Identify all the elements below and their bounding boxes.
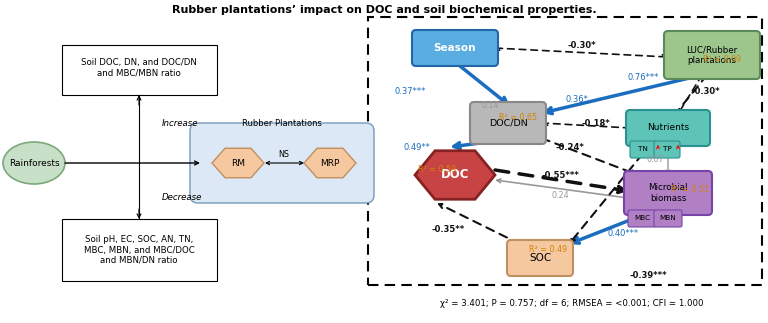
Text: SOC: SOC [529, 253, 551, 263]
Text: 0.76***: 0.76*** [628, 72, 660, 81]
Bar [62, 219, 217, 281]
Text: Decrease: Decrease [162, 193, 203, 203]
Text: MBC: MBC [634, 215, 650, 221]
FancyBboxPatch shape [626, 110, 710, 146]
Text: R² = 0.59: R² = 0.59 [418, 164, 456, 173]
FancyBboxPatch shape [470, 102, 546, 144]
Polygon shape [304, 148, 356, 178]
Text: 0.49**: 0.49** [403, 143, 430, 152]
FancyBboxPatch shape [624, 171, 712, 215]
FancyBboxPatch shape [190, 123, 374, 203]
Text: MBN: MBN [660, 215, 677, 221]
Text: RM: RM [231, 159, 245, 168]
Text: -0.30*: -0.30* [568, 41, 596, 50]
Text: 0.40***: 0.40*** [607, 228, 638, 237]
Text: R² = 0.49: R² = 0.49 [529, 245, 567, 255]
Text: -0.35**: -0.35** [432, 225, 465, 234]
Text: -0.55***: -0.55*** [541, 171, 579, 180]
Text: R² = 0.65: R² = 0.65 [499, 112, 537, 121]
FancyBboxPatch shape [507, 240, 573, 276]
Text: χ² = 3.401; P = 0.757; df = 6; RMSEA = <0.001; CFI = 1.000: χ² = 3.401; P = 0.757; df = 6; RMSEA = <… [440, 298, 703, 307]
Text: 0.37***: 0.37*** [395, 87, 426, 96]
Text: Season: Season [434, 43, 476, 53]
Text: DOC: DOC [441, 169, 469, 182]
Bar [62, 45, 217, 95]
FancyBboxPatch shape [630, 141, 656, 158]
Text: 0.36*: 0.36* [565, 95, 588, 103]
Text: Rainforests: Rainforests [8, 159, 59, 168]
Text: Soil pH, EC, SOC, AN, TN,
MBC, MBN, and MBC/DOC
and MBN/DN ratio: Soil pH, EC, SOC, AN, TN, MBC, MBN, and … [84, 235, 194, 265]
Polygon shape [212, 148, 264, 178]
Text: Rubber Plantations: Rubber Plantations [242, 119, 322, 128]
Text: Soil DOC, DN, and DOC/DN
and MBC/MBN ratio: Soil DOC, DN, and DOC/DN and MBC/MBN rat… [81, 58, 197, 78]
Text: TN: TN [638, 146, 648, 152]
Text: 0.07: 0.07 [647, 155, 664, 164]
FancyBboxPatch shape [664, 31, 760, 79]
Text: LUC/Rubber
plantations: LUC/Rubber plantations [687, 45, 737, 65]
Text: 0.24: 0.24 [551, 191, 569, 200]
Text: Rubber plantations’ impact on DOC and soil biochemical properties.: Rubber plantations’ impact on DOC and so… [172, 5, 596, 15]
Text: -0.39***: -0.39*** [629, 270, 667, 279]
FancyBboxPatch shape [654, 210, 682, 227]
Text: -0.24*: -0.24* [555, 143, 584, 152]
Text: Increase: Increase [162, 119, 198, 128]
Text: Nutrients: Nutrients [647, 123, 689, 132]
FancyBboxPatch shape [628, 210, 656, 227]
Text: -0.18*: -0.18* [581, 119, 611, 128]
Ellipse shape [3, 142, 65, 184]
Bar [368, 17, 762, 285]
Text: TP: TP [663, 146, 671, 152]
Polygon shape [415, 151, 495, 199]
Text: R² = 0.09: R² = 0.09 [703, 55, 741, 64]
Text: NS: NS [279, 150, 290, 159]
Text: DOC/DN: DOC/DN [488, 119, 528, 128]
FancyBboxPatch shape [412, 30, 498, 66]
Text: Microbial
biomass: Microbial biomass [648, 183, 688, 203]
Text: -0.30*: -0.30* [692, 87, 720, 96]
Text: R² = 0.51: R² = 0.51 [671, 184, 709, 193]
Text: MRP: MRP [320, 159, 339, 168]
FancyBboxPatch shape [654, 141, 680, 158]
Text: 0.14: 0.14 [482, 100, 498, 109]
